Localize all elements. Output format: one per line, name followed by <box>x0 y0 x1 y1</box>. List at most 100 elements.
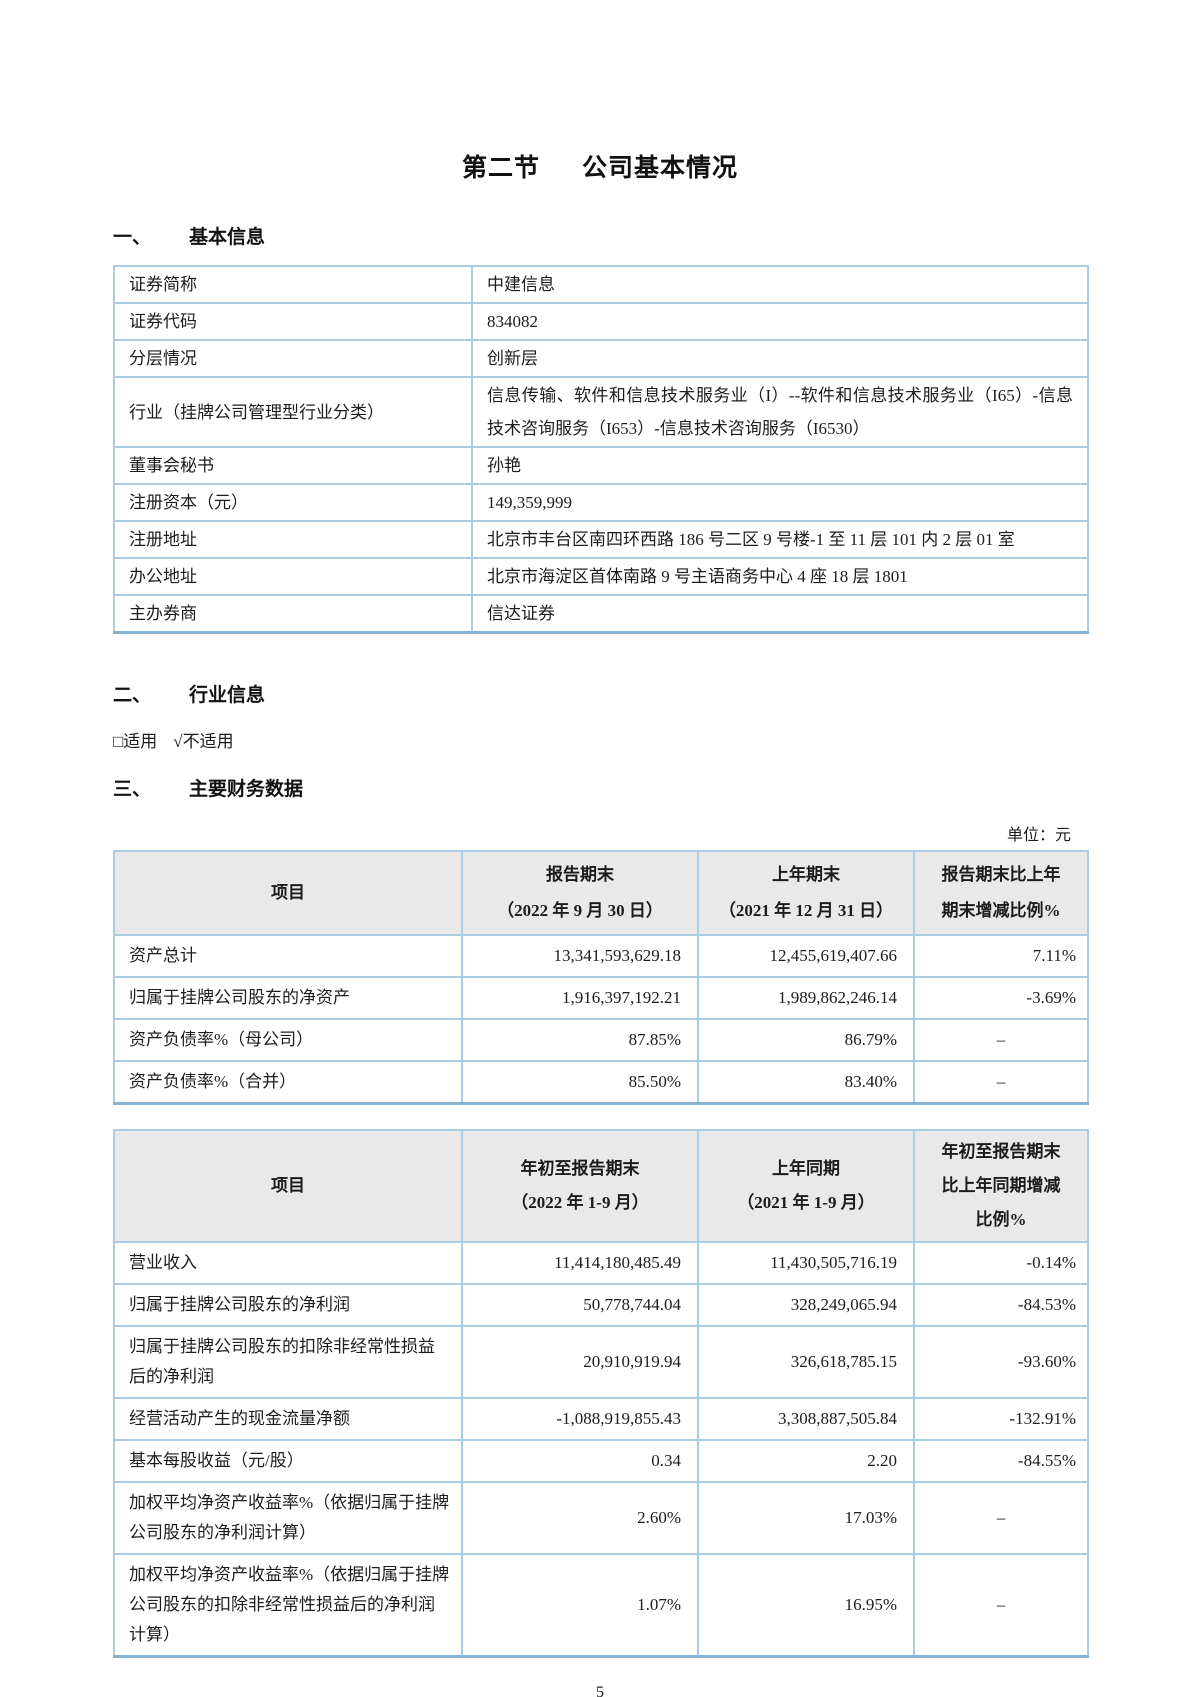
row-value: 834082 <box>471 302 1089 341</box>
applicability-line: □适用 √不适用 <box>113 727 1087 752</box>
table-row: 证券代码 834082 <box>113 302 1089 341</box>
page-title: 第二节 公司基本情况 <box>113 148 1087 184</box>
change-value: -0.14% <box>913 1241 1089 1285</box>
row-label: 经营活动产生的现金流量净额 <box>113 1397 463 1441</box>
table-row: 主办券商 信达证券 <box>113 594 1089 634</box>
row-value: 中建信息 <box>471 265 1089 304</box>
prior-value: 3,308,887,505.84 <box>697 1397 915 1441</box>
header-row: 项目 年初至报告期末 （2022 年 1-9 月） 上年同期 （2021 年 1… <box>113 1129 1089 1243</box>
current-value: 2.60% <box>461 1481 699 1555</box>
prior-value: 86.79% <box>697 1018 915 1062</box>
change-value: – <box>913 1060 1089 1105</box>
table-row: 加权平均净资产收益率%（依据归属于挂牌公司股东的净利润计算） 2.60% 17.… <box>113 1481 1089 1555</box>
change-value: -93.60% <box>913 1325 1089 1399</box>
row-label: 分层情况 <box>113 339 473 378</box>
col-header-prior: 上年期末 （2021 年 12 月 31 日） <box>697 850 915 936</box>
row-label: 主办券商 <box>113 594 473 634</box>
page-content: 第二节 公司基本情况 一、 基本信息 证券简称 中建信息 证券代码 834082 分… <box>113 148 1089 1697</box>
table-row: 资产负债率%（合并） 85.50% 83.40% – <box>113 1060 1089 1105</box>
table-row: 注册地址 北京市丰台区南四环西路 186 号二区 9 号楼-1 至 11 层 1… <box>113 520 1089 559</box>
row-label: 加权平均净资产收益率%（依据归属于挂牌公司股东的净利润计算） <box>113 1481 463 1555</box>
col-header-item: 项目 <box>113 1129 463 1243</box>
row-label: 资产负债率%（母公司） <box>113 1018 463 1062</box>
row-label: 归属于挂牌公司股东的净资产 <box>113 976 463 1020</box>
current-value: 50,778,744.04 <box>461 1283 699 1327</box>
col-header-change: 报告期末比上年 期末增减比例% <box>913 850 1089 936</box>
row-label: 行业（挂牌公司管理型行业分类） <box>113 376 473 448</box>
heading-industry-info: 二、 行业信息 <box>113 680 1087 707</box>
change-value: -132.91% <box>913 1397 1089 1441</box>
heading-basic-info: 一、 基本信息 <box>113 222 1087 249</box>
row-label: 基本每股收益（元/股） <box>113 1439 463 1483</box>
current-value: -1,088,919,855.43 <box>461 1397 699 1441</box>
row-value: 149,359,999 <box>471 483 1089 522</box>
prior-value: 17.03% <box>697 1481 915 1555</box>
table-row: 经营活动产生的现金流量净额 -1,088,919,855.43 3,308,88… <box>113 1397 1089 1441</box>
heading-label: 行业信息 <box>189 685 266 706</box>
row-label: 资产总计 <box>113 934 463 978</box>
heading-index: 二、 <box>113 685 152 706</box>
current-value: 20,910,919.94 <box>461 1325 699 1399</box>
page-number: 5 <box>596 1684 604 1697</box>
table-row: 基本每股收益（元/股） 0.34 2.20 -84.55% <box>113 1439 1089 1483</box>
current-value: 13,341,593,629.18 <box>461 934 699 978</box>
table-row: 注册资本（元） 149,359,999 <box>113 483 1089 522</box>
row-value: 创新层 <box>471 339 1089 378</box>
table-row: 归属于挂牌公司股东的净利润 50,778,744.04 328,249,065.… <box>113 1283 1089 1327</box>
row-label: 证券代码 <box>113 302 473 341</box>
table-row: 资产负债率%（母公司） 87.85% 86.79% – <box>113 1018 1089 1062</box>
prior-value: 326,618,785.15 <box>697 1325 915 1399</box>
col-header-change: 年初至报告期末 比上年同期增减 比例% <box>913 1129 1089 1243</box>
unit-note: 单位：元 <box>1006 827 1071 844</box>
prior-value: 1,989,862,246.14 <box>697 976 915 1020</box>
row-label: 董事会秘书 <box>113 446 473 485</box>
prior-value: 11,430,505,716.19 <box>697 1241 915 1285</box>
row-value: 信达证券 <box>471 594 1089 634</box>
row-label: 归属于挂牌公司股东的净利润 <box>113 1283 463 1327</box>
heading-financial-data: 三、 主要财务数据 <box>113 774 1087 801</box>
current-value: 1.07% <box>461 1553 699 1658</box>
basic-info-table: 证券简称 中建信息 证券代码 834082 分层情况 创新层 行业（挂牌公司管理… <box>113 265 1089 634</box>
table-row: 证券简称 中建信息 <box>113 265 1089 304</box>
current-value: 87.85% <box>461 1018 699 1062</box>
row-value: 信息传输、软件和信息技术服务业（I）--软件和信息技术服务业（I65）-信息技术… <box>471 376 1089 448</box>
heading-index: 一、 <box>113 227 152 248</box>
current-value: 85.50% <box>461 1060 699 1105</box>
current-value: 0.34 <box>461 1439 699 1483</box>
section-number: 第二节 <box>461 154 540 182</box>
heading-index: 三、 <box>113 779 152 800</box>
row-label: 证券简称 <box>113 265 473 304</box>
prior-value: 83.40% <box>697 1060 915 1105</box>
section-title-text: 公司基本情况 <box>582 154 739 182</box>
row-label: 注册资本（元） <box>113 483 473 522</box>
heading-label: 主要财务数据 <box>189 779 304 800</box>
table-row: 加权平均净资产收益率%（依据归属于挂牌公司股东的扣除非经常性损益后的净利润计算）… <box>113 1553 1089 1658</box>
table-row: 营业收入 11,414,180,485.49 11,430,505,716.19… <box>113 1241 1089 1285</box>
prior-value: 2.20 <box>697 1439 915 1483</box>
header-row: 项目 报告期末 （2022 年 9 月 30 日） 上年期末 （2021 年 1… <box>113 850 1089 936</box>
table-row: 归属于挂牌公司股东的净资产 1,916,397,192.21 1,989,862… <box>113 976 1089 1020</box>
col-header-current: 年初至报告期末 （2022 年 1-9 月） <box>461 1129 699 1243</box>
change-value: -84.55% <box>913 1439 1089 1483</box>
change-value: 7.11% <box>913 934 1089 978</box>
heading-label: 基本信息 <box>189 227 266 248</box>
table-row: 分层情况 创新层 <box>113 339 1089 378</box>
row-value: 孙艳 <box>471 446 1089 485</box>
table-row: 董事会秘书 孙艳 <box>113 446 1089 485</box>
prior-value: 328,249,065.94 <box>697 1283 915 1327</box>
table-row: 行业（挂牌公司管理型行业分类） 信息传输、软件和信息技术服务业（I）--软件和信… <box>113 376 1089 448</box>
prior-value: 16.95% <box>697 1553 915 1658</box>
col-header-current: 报告期末 （2022 年 9 月 30 日） <box>461 850 699 936</box>
change-value: – <box>913 1553 1089 1658</box>
col-header-prior: 上年同期 （2021 年 1-9 月） <box>697 1129 915 1243</box>
row-value: 北京市海淀区首体南路 9 号主语商务中心 4 座 18 层 1801 <box>471 557 1089 596</box>
row-label: 办公地址 <box>113 557 473 596</box>
change-value: -84.53% <box>913 1283 1089 1327</box>
row-label: 加权平均净资产收益率%（依据归属于挂牌公司股东的扣除非经常性损益后的净利润计算） <box>113 1553 463 1658</box>
row-label: 归属于挂牌公司股东的扣除非经常性损益后的净利润 <box>113 1325 463 1399</box>
change-value: – <box>913 1481 1089 1555</box>
change-value: -3.69% <box>913 976 1089 1020</box>
table-row: 办公地址 北京市海淀区首体南路 9 号主语商务中心 4 座 18 层 1801 <box>113 557 1089 596</box>
table-row: 资产总计 13,341,593,629.18 12,455,619,407.66… <box>113 934 1089 978</box>
